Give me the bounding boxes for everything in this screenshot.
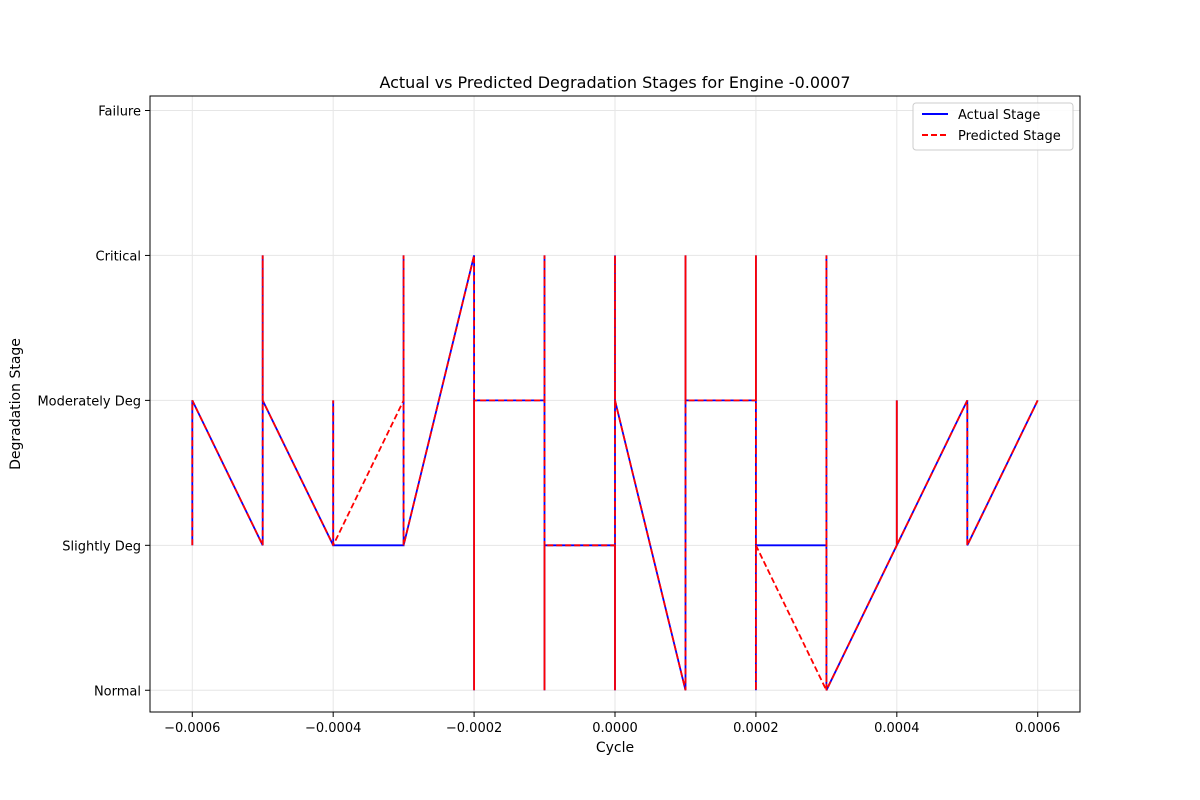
x-tick-label: −0.0006 [164,721,220,736]
legend-label-predicted: Predicted Stage [958,129,1061,144]
chart-title: Actual vs Predicted Degradation Stages f… [379,73,850,92]
legend: Actual Stage Predicted Stage [912,102,1074,151]
series-predicted-line [191,255,1039,691]
y-tick-label: Moderately Deg [37,394,141,409]
y-tick-label: Failure [98,104,141,119]
x-tick-label: 0.0006 [1015,721,1061,736]
y-axis: Normal Slightly Deg Moderately Deg Critical… [37,104,150,699]
x-tick-label: −0.0004 [305,721,361,736]
y-tick-label: Critical [96,249,141,264]
y-axis-title: Degradation Stage [8,338,24,470]
y-tick-label: Slightly Deg [62,539,141,554]
x-tick-label: 0.0002 [733,721,779,736]
y-tick-label: Normal [94,684,141,699]
legend-label-actual: Actual Stage [958,108,1040,123]
x-tick-label: 0.0004 [874,721,920,736]
x-tick-label: −0.0002 [446,721,502,736]
x-tick-label: 0.0000 [592,721,638,736]
x-axis: −0.0006 −0.0004 −0.0002 0.0000 0.0002 0.0004 0… [164,712,1060,736]
x-axis-title: Cycle [596,740,634,756]
series-layer [191,255,1039,691]
legend-box [912,102,1074,151]
